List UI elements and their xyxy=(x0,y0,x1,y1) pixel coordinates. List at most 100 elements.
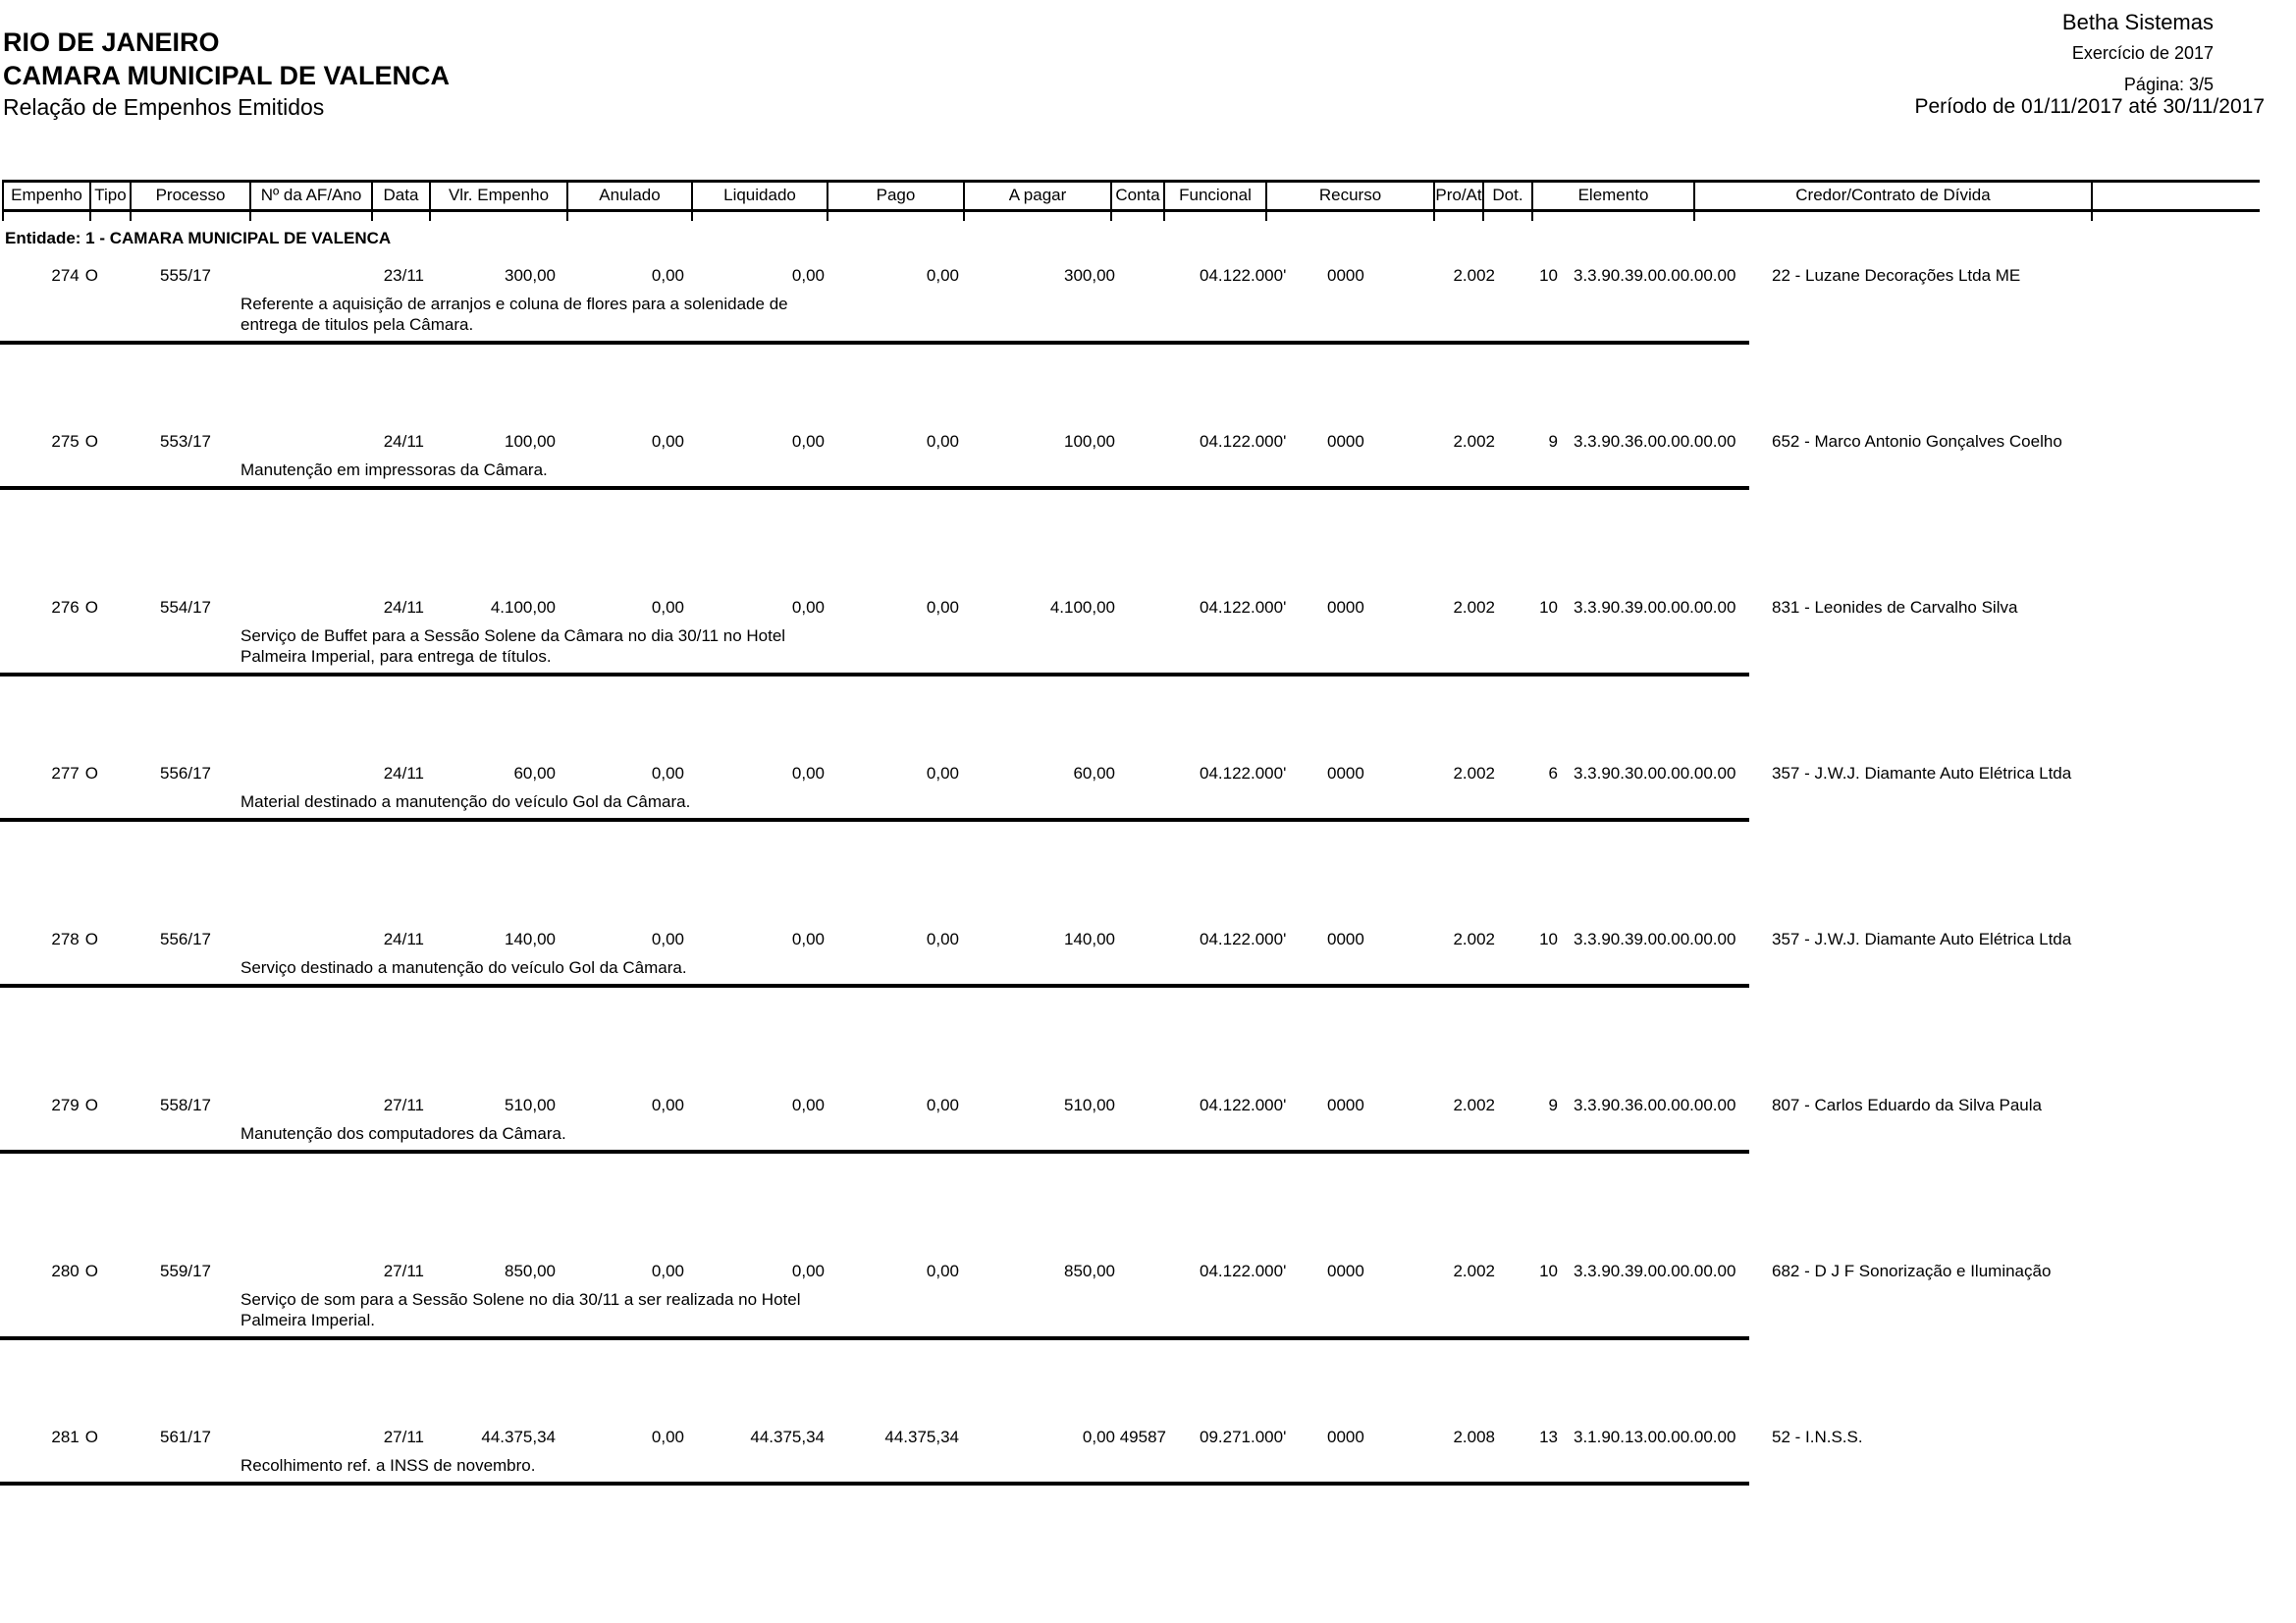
cell-a-pagar: 510,00 xyxy=(1064,1096,1115,1114)
cell-pago: 0,00 xyxy=(926,930,959,948)
cell-a-pagar: 300,00 xyxy=(1064,266,1115,285)
empenho-tipo: O xyxy=(84,764,98,783)
empenho-number: 280 xyxy=(51,1262,80,1280)
col-header-a-pagar: A pagar xyxy=(963,183,1110,209)
cell-vlr-empenho: 60,00 xyxy=(513,764,556,783)
cell-liquidado: 0,00 xyxy=(791,266,825,285)
col-header-pro-at: Pro/At xyxy=(1433,183,1482,209)
cell-a-pagar: 4.100,00 xyxy=(1049,598,1115,617)
cell-funcional: 04.122.000' xyxy=(1200,598,1287,617)
cell-empenho: 274 O xyxy=(0,266,98,286)
cell-pago: 0,00 xyxy=(926,266,959,285)
empenho-number: 277 xyxy=(51,764,80,783)
empenho-tipo: O xyxy=(84,1096,98,1114)
report-title: Relação de Empenhos Emitidos xyxy=(3,94,325,120)
cell-credor: 52 - I.N.S.S. xyxy=(1772,1428,1863,1446)
cell-a-pagar: 850,00 xyxy=(1064,1262,1115,1280)
cell-data: 23/11 xyxy=(383,266,424,285)
cell-funcional: 04.122.000' xyxy=(1200,1096,1287,1114)
state-name: RIO DE JANEIRO xyxy=(3,27,220,57)
col-header-tipo: Tipo xyxy=(89,183,130,209)
empenho-record-280: 280 O 559/17 27/11 850,00 0,00 0,00 0,00 … xyxy=(0,1253,2296,1419)
cell-pro-at: 2.002 xyxy=(1453,1262,1495,1280)
empenho-record-278: 278 O 556/17 24/11 140,00 0,00 0,00 0,00 … xyxy=(0,921,2296,1087)
cell-data: 27/11 xyxy=(383,1096,424,1114)
cell-dot: 13 xyxy=(1539,1428,1558,1446)
cell-recurso: 0000 xyxy=(1327,598,1364,617)
cell-anulado: 0,00 xyxy=(651,930,684,948)
empenho-record-281: 281 O 561/17 27/11 44.375,34 0,00 44.375,… xyxy=(0,1419,2296,1585)
cell-credor: 807 - Carlos Eduardo da Silva Paula xyxy=(1772,1096,2042,1114)
cell-data: 27/11 xyxy=(383,1262,424,1280)
cell-dot: 6 xyxy=(1548,764,1558,783)
empenho-record-277: 277 O 556/17 24/11 60,00 0,00 0,00 0,00 6… xyxy=(0,755,2296,921)
empenho-tipo: O xyxy=(84,266,98,285)
cell-dot: 9 xyxy=(1548,432,1558,451)
cell-dot: 10 xyxy=(1539,598,1558,617)
col-header-conta: Conta xyxy=(1110,183,1163,209)
cell-funcional: 04.122.000' xyxy=(1200,266,1287,285)
cell-pro-at: 2.002 xyxy=(1453,266,1495,285)
cell-liquidado: 44.375,34 xyxy=(750,1428,825,1446)
cell-elemento: 3.3.90.39.00.00.00.00 xyxy=(1574,266,1736,285)
record-description: Material destinado a manutenção do veícu… xyxy=(240,792,691,811)
cell-processo: 561/17 xyxy=(160,1428,211,1446)
cell-liquidado: 0,00 xyxy=(791,1262,825,1280)
cell-dot: 10 xyxy=(1539,1262,1558,1280)
cell-credor: 22 - Luzane Decorações Ltda ME xyxy=(1772,266,2021,285)
cell-dot: 9 xyxy=(1548,1096,1558,1114)
cell-anulado: 0,00 xyxy=(651,764,684,783)
table-header-row: Empenho Tipo Processo Nº da AF/Ano Data … xyxy=(2,180,2260,212)
empenho-number: 279 xyxy=(51,1096,80,1114)
cell-liquidado: 0,00 xyxy=(791,432,825,451)
cell-pago: 0,00 xyxy=(926,1262,959,1280)
empenho-number: 275 xyxy=(51,432,80,451)
cell-conta: 49587 xyxy=(1119,1428,1166,1446)
cell-processo: 556/17 xyxy=(160,930,211,948)
cell-elemento: 3.3.90.39.00.00.00.00 xyxy=(1574,1262,1736,1280)
cell-data: 24/11 xyxy=(383,930,424,948)
cell-liquidado: 0,00 xyxy=(791,930,825,948)
empenho-number: 278 xyxy=(51,930,80,948)
record-description: Serviço de som para a Sessão Solene no d… xyxy=(240,1290,801,1329)
cell-empenho: 280 O xyxy=(0,1262,98,1281)
empenho-number: 274 xyxy=(51,266,80,285)
col-header-funcional: Funcional xyxy=(1163,183,1265,209)
cell-anulado: 0,00 xyxy=(651,432,684,451)
record-description: Recolhimento ref. a INSS de novembro. xyxy=(240,1456,536,1475)
record-description: Serviço de Buffet para a Sessão Solene d… xyxy=(240,626,786,666)
empenho-record-279: 279 O 558/17 27/11 510,00 0,00 0,00 0,00 … xyxy=(0,1087,2296,1253)
cell-funcional: 09.271.000' xyxy=(1200,1428,1287,1446)
cell-pago: 0,00 xyxy=(926,432,959,451)
record-divider xyxy=(0,1482,1749,1486)
cell-recurso: 0000 xyxy=(1327,1096,1364,1114)
cell-a-pagar: 0,00 xyxy=(1082,1428,1115,1446)
report-period: Período de 01/11/2017 até 30/11/2017 xyxy=(1914,95,2265,118)
cell-recurso: 0000 xyxy=(1327,930,1364,948)
col-header-credor: Credor/Contrato de Dívida xyxy=(1693,183,2091,209)
cell-processo: 558/17 xyxy=(160,1096,211,1114)
col-header-empenho: Empenho xyxy=(2,183,89,209)
empenho-tipo: O xyxy=(84,598,98,617)
cell-empenho: 279 O xyxy=(0,1096,98,1115)
cell-vlr-empenho: 510,00 xyxy=(505,1096,556,1114)
cell-vlr-empenho: 140,00 xyxy=(505,930,556,948)
cell-elemento: 3.3.90.39.00.00.00.00 xyxy=(1574,598,1736,617)
cell-vlr-empenho: 4.100,00 xyxy=(490,598,556,617)
cell-processo: 559/17 xyxy=(160,1262,211,1280)
cell-empenho: 281 O xyxy=(0,1428,98,1447)
record-divider xyxy=(0,341,1749,345)
col-header-af-ano: Nº da AF/Ano xyxy=(249,183,371,209)
empenho-tipo: O xyxy=(84,930,98,948)
cell-liquidado: 0,00 xyxy=(791,598,825,617)
col-header-elemento: Elemento xyxy=(1531,183,1693,209)
cell-liquidado: 0,00 xyxy=(791,1096,825,1114)
cell-elemento: 3.3.90.39.00.00.00.00 xyxy=(1574,930,1736,948)
cell-pago: 44.375,34 xyxy=(884,1428,959,1446)
record-description: Referente a aquisição de arranjos e colu… xyxy=(240,295,788,334)
column-divider-stubs xyxy=(2,212,2260,221)
cell-a-pagar: 60,00 xyxy=(1073,764,1115,783)
empenho-number: 276 xyxy=(51,598,80,617)
cell-pro-at: 2.002 xyxy=(1453,598,1495,617)
